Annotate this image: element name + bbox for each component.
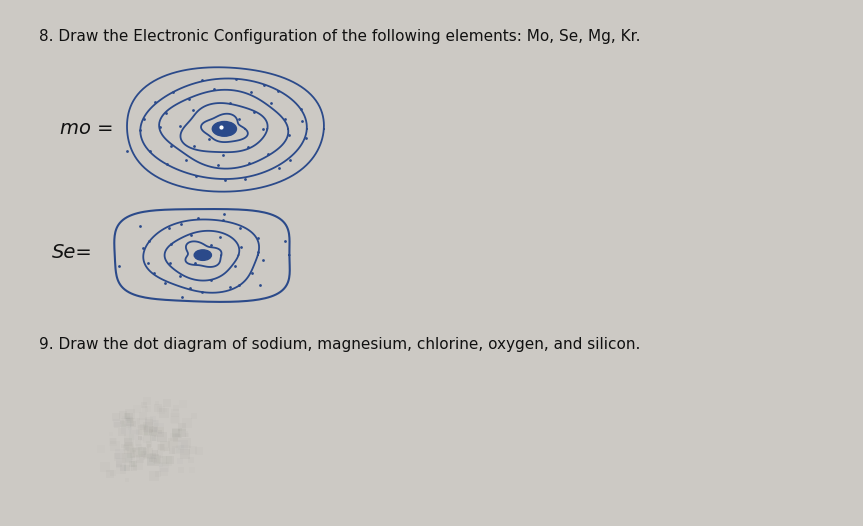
Text: 8. Draw the Electronic Configuration of the following elements: Mo, Se, Mg, Kr.: 8. Draw the Electronic Configuration of … <box>39 29 640 44</box>
Text: Se=: Se= <box>52 243 92 262</box>
Circle shape <box>194 250 211 260</box>
Text: 9. Draw the dot diagram of sodium, magnesium, chlorine, oxygen, and silicon.: 9. Draw the dot diagram of sodium, magne… <box>39 337 640 352</box>
Text: mo =: mo = <box>60 119 114 138</box>
Circle shape <box>212 122 236 136</box>
